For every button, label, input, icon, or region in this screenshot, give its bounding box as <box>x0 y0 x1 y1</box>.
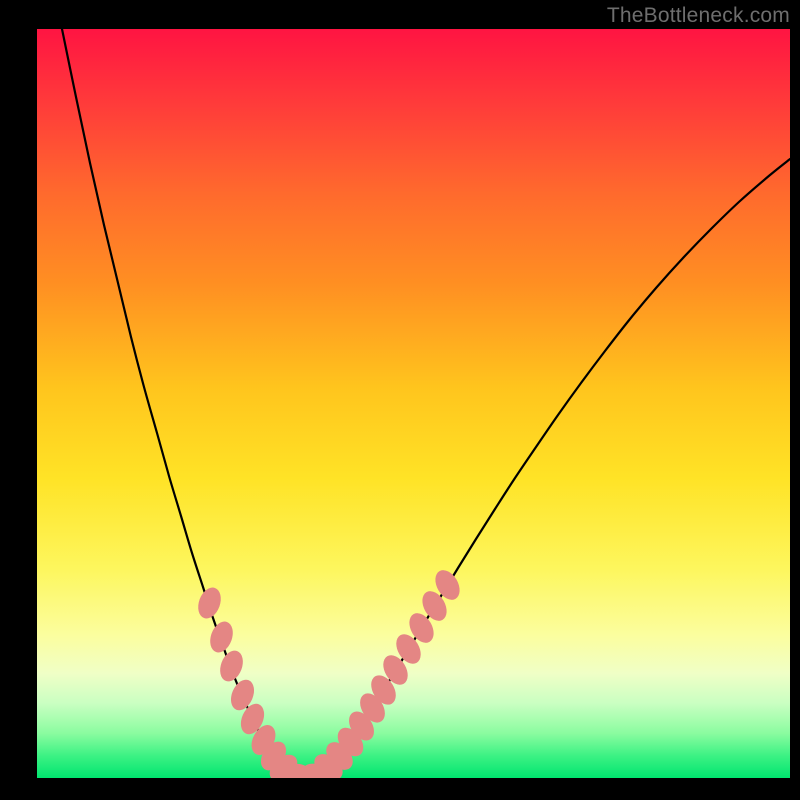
plot-area <box>37 29 790 778</box>
marker-layer <box>37 29 790 778</box>
curve-marker <box>194 584 225 621</box>
watermark-label: TheBottleneck.com <box>607 4 790 28</box>
